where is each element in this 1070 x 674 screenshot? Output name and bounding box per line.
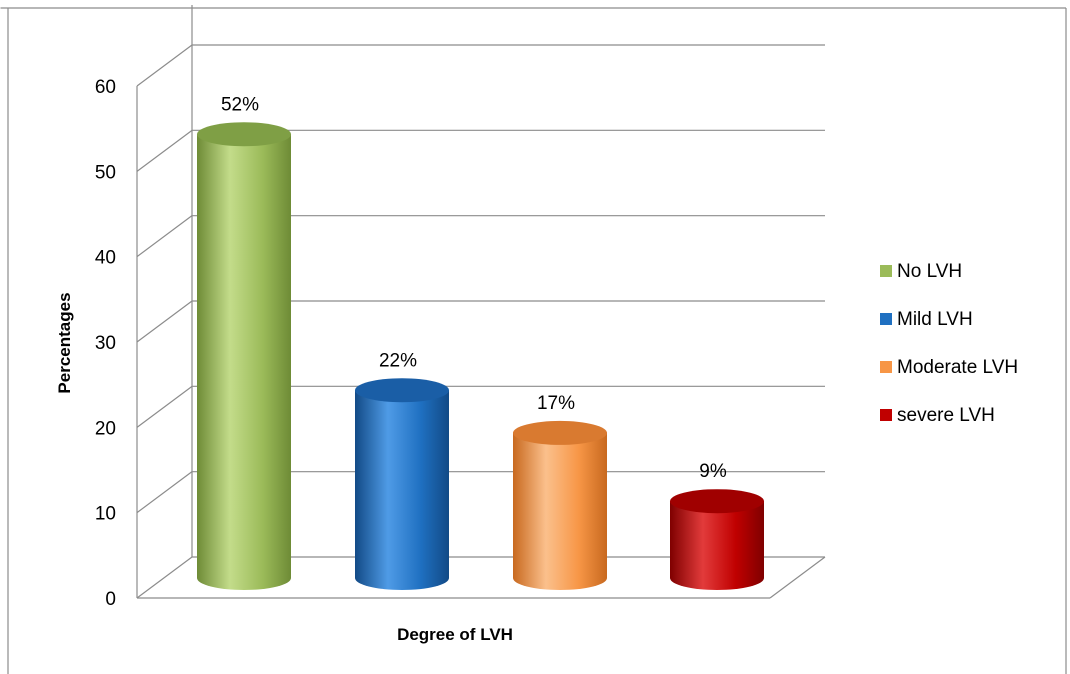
- grid-layer: [136, 5, 826, 599]
- gridline-side: [136, 556, 193, 599]
- y-axis-title: Percentages: [55, 292, 74, 393]
- data-label: 52%: [221, 94, 259, 115]
- gridline-side: [136, 385, 193, 428]
- gridline-side: [136, 471, 193, 514]
- legend-label: No LVH: [897, 261, 962, 282]
- data-label: 17%: [537, 393, 575, 414]
- bar-top: [513, 420, 607, 445]
- gridline-side: [136, 215, 193, 258]
- y-tick-label: 10: [95, 504, 116, 525]
- bar-top: [197, 122, 291, 147]
- bar-body: [670, 501, 764, 590]
- legend-label: severe LVH: [897, 405, 995, 426]
- legend-swatch: [880, 361, 892, 373]
- y-tick-label: 60: [95, 77, 116, 98]
- legend-item: No LVH: [880, 261, 962, 282]
- legend-item: Mild LVH: [880, 309, 973, 330]
- bar-body: [355, 390, 449, 590]
- legend: No LVH Mild LVH Moderate LVH severe LVH: [880, 261, 1018, 426]
- legend-swatch: [880, 313, 892, 325]
- bar-severe-lvh: [670, 489, 764, 590]
- data-label: 9%: [699, 461, 727, 482]
- legend-item: Moderate LVH: [880, 357, 1018, 378]
- y-tick-labels: 0 10 20 30 40 50 60: [95, 77, 116, 610]
- bar-moderate-lvh: [513, 420, 607, 590]
- legend-swatch: [880, 409, 892, 421]
- bar-top: [670, 489, 764, 514]
- gridline-side: [136, 300, 193, 343]
- legend-label: Moderate LVH: [897, 357, 1018, 378]
- bar-body: [513, 432, 607, 590]
- x-axis-title: Degree of LVH: [397, 625, 513, 644]
- legend-item: severe LVH: [880, 405, 995, 426]
- bars: [197, 122, 764, 590]
- bar-top: [355, 378, 449, 403]
- bar-no-lvh: [197, 122, 291, 590]
- gridline-side: [136, 129, 193, 172]
- y-tick-label: 40: [95, 248, 116, 269]
- y-tick-label: 0: [105, 589, 116, 610]
- floor-right-edge: [769, 556, 826, 599]
- legend-label: Mild LVH: [897, 309, 973, 330]
- bar-mild-lvh: [355, 378, 449, 590]
- y-tick-label: 20: [95, 418, 116, 439]
- data-label: 22%: [379, 350, 417, 371]
- data-labels: 52% 22% 17% 9%: [221, 94, 727, 482]
- legend-swatch: [880, 265, 892, 277]
- bar-body: [197, 134, 291, 590]
- y-tick-label: 50: [95, 162, 116, 183]
- y-tick-label: 30: [95, 333, 116, 354]
- gridline-side: [136, 44, 193, 87]
